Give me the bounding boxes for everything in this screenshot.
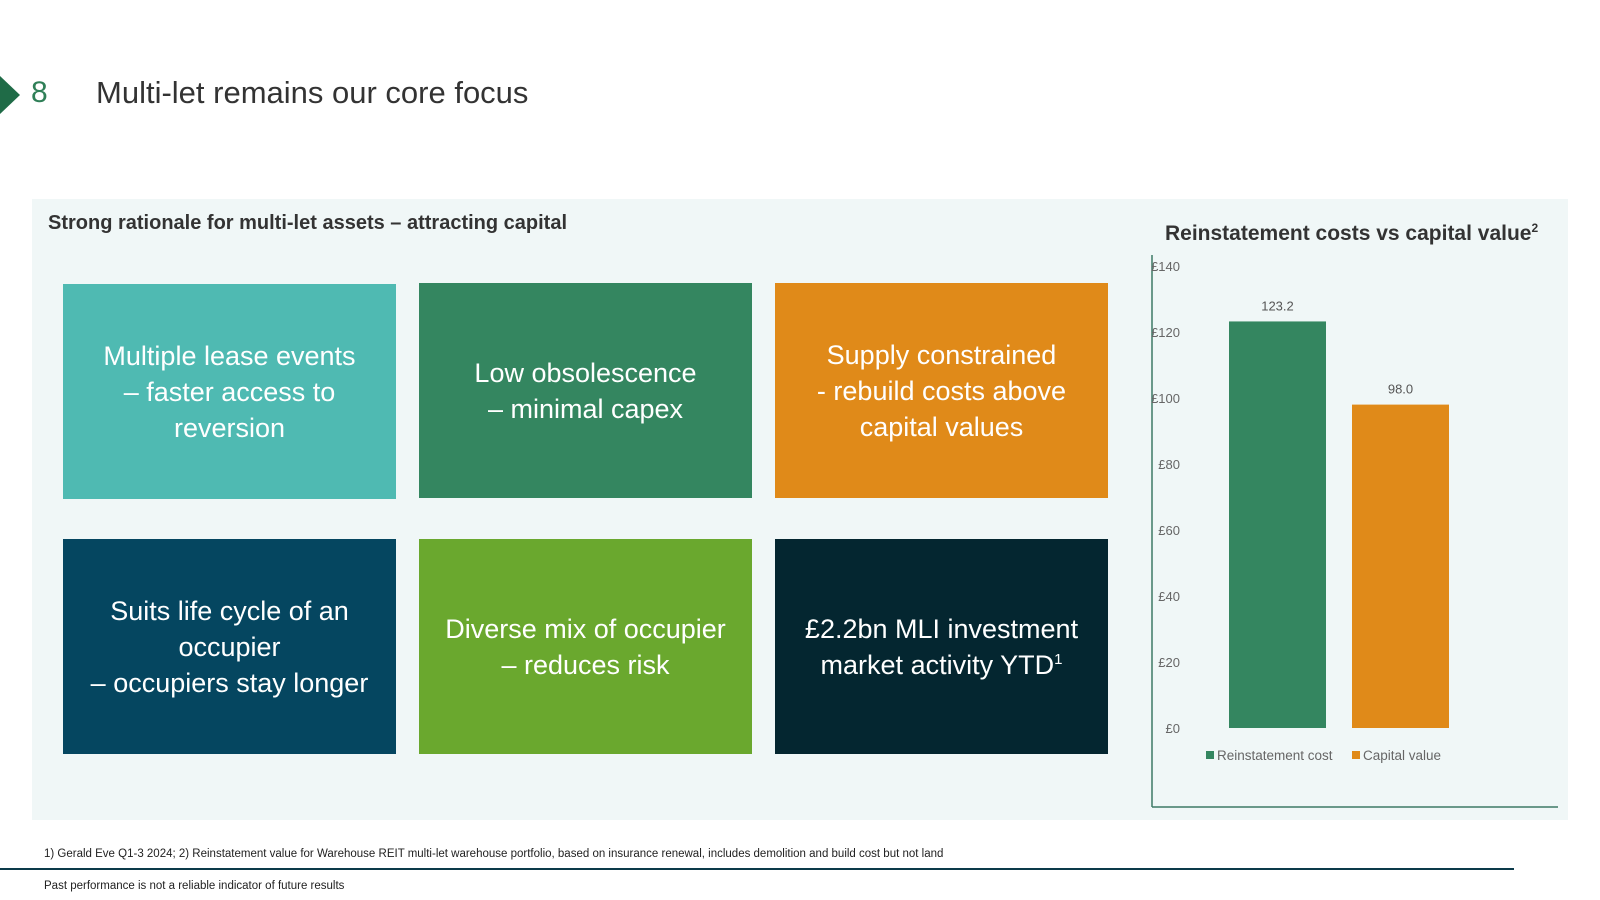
bar-value-label: 123.2 — [1261, 298, 1294, 313]
chart-title-text: Reinstatement costs vs capital value — [1165, 222, 1532, 245]
tile-text: £2.2bn MLI investment market activity YT… — [805, 611, 1078, 683]
tile-low-obsolescence: Low obsolescence – minimal capex — [419, 283, 752, 498]
footnote-marker: 1 — [1054, 650, 1063, 668]
panel-heading: Strong rationale for multi-let assets – … — [48, 212, 568, 234]
legend-swatch — [1206, 751, 1214, 759]
disclaimer: Past performance is not a reliable indic… — [44, 880, 345, 892]
legend-swatch — [1352, 751, 1360, 759]
slide-marker-arrow — [0, 76, 20, 114]
y-tick-label: £20 — [1158, 655, 1180, 670]
y-tick-label: £140 — [1151, 259, 1180, 274]
footnote: 1) Gerald Eve Q1-3 2024; 2) Reinstatemen… — [44, 848, 944, 860]
legend-label: Capital value — [1363, 748, 1441, 763]
y-tick-label: £60 — [1158, 523, 1180, 538]
bar-reinstatement-cost — [1229, 321, 1326, 728]
y-tick-label: £80 — [1158, 457, 1180, 472]
tile-text: Diverse mix of occupier – reduces risk — [445, 613, 726, 680]
y-tick-label: £40 — [1158, 589, 1180, 604]
footer-rule — [0, 868, 1514, 870]
page-title: Multi-let remains our core focus — [96, 75, 529, 110]
bar-chart: £0 £20 £40 £60 £80 £100 £120 £140 123.2 98.0 Rei… — [1151, 255, 1558, 808]
tile-text: Multiple lease events – faster access to… — [103, 340, 356, 443]
tile-multiple-lease-events: Multiple lease events – faster access to… — [63, 284, 396, 499]
tile-text-main: £2.2bn MLI investment market activity YT… — [804, 613, 1079, 680]
y-tick-label: £120 — [1151, 325, 1180, 340]
tile-text: Low obsolescence – minimal capex — [474, 357, 697, 424]
y-tick-label: £0 — [1166, 721, 1180, 736]
tile-mli-investment: £2.2bn MLI investment market activity YT… — [775, 539, 1108, 754]
legend-label: Reinstatement cost — [1217, 748, 1333, 763]
tile-life-cycle: Suits life cycle of an occupier – occupi… — [63, 539, 396, 754]
chart-title: Reinstatement costs vs capital value2 — [1165, 222, 1538, 246]
slide-number: 8 — [31, 76, 48, 109]
tile-text: Suits life cycle of an occupier – occupi… — [90, 595, 369, 698]
bar-value-label: 98.0 — [1388, 382, 1413, 397]
y-tick-label: £100 — [1151, 391, 1180, 406]
tile-diverse-mix: Diverse mix of occupier – reduces risk — [419, 539, 752, 754]
tile-supply-constrained: Supply constrained - rebuild costs above… — [775, 283, 1108, 498]
bar-capital-value — [1352, 404, 1449, 728]
chart-title-footnote-marker: 2 — [1531, 221, 1539, 235]
tile-text: Supply constrained - rebuild costs above… — [816, 339, 1067, 442]
